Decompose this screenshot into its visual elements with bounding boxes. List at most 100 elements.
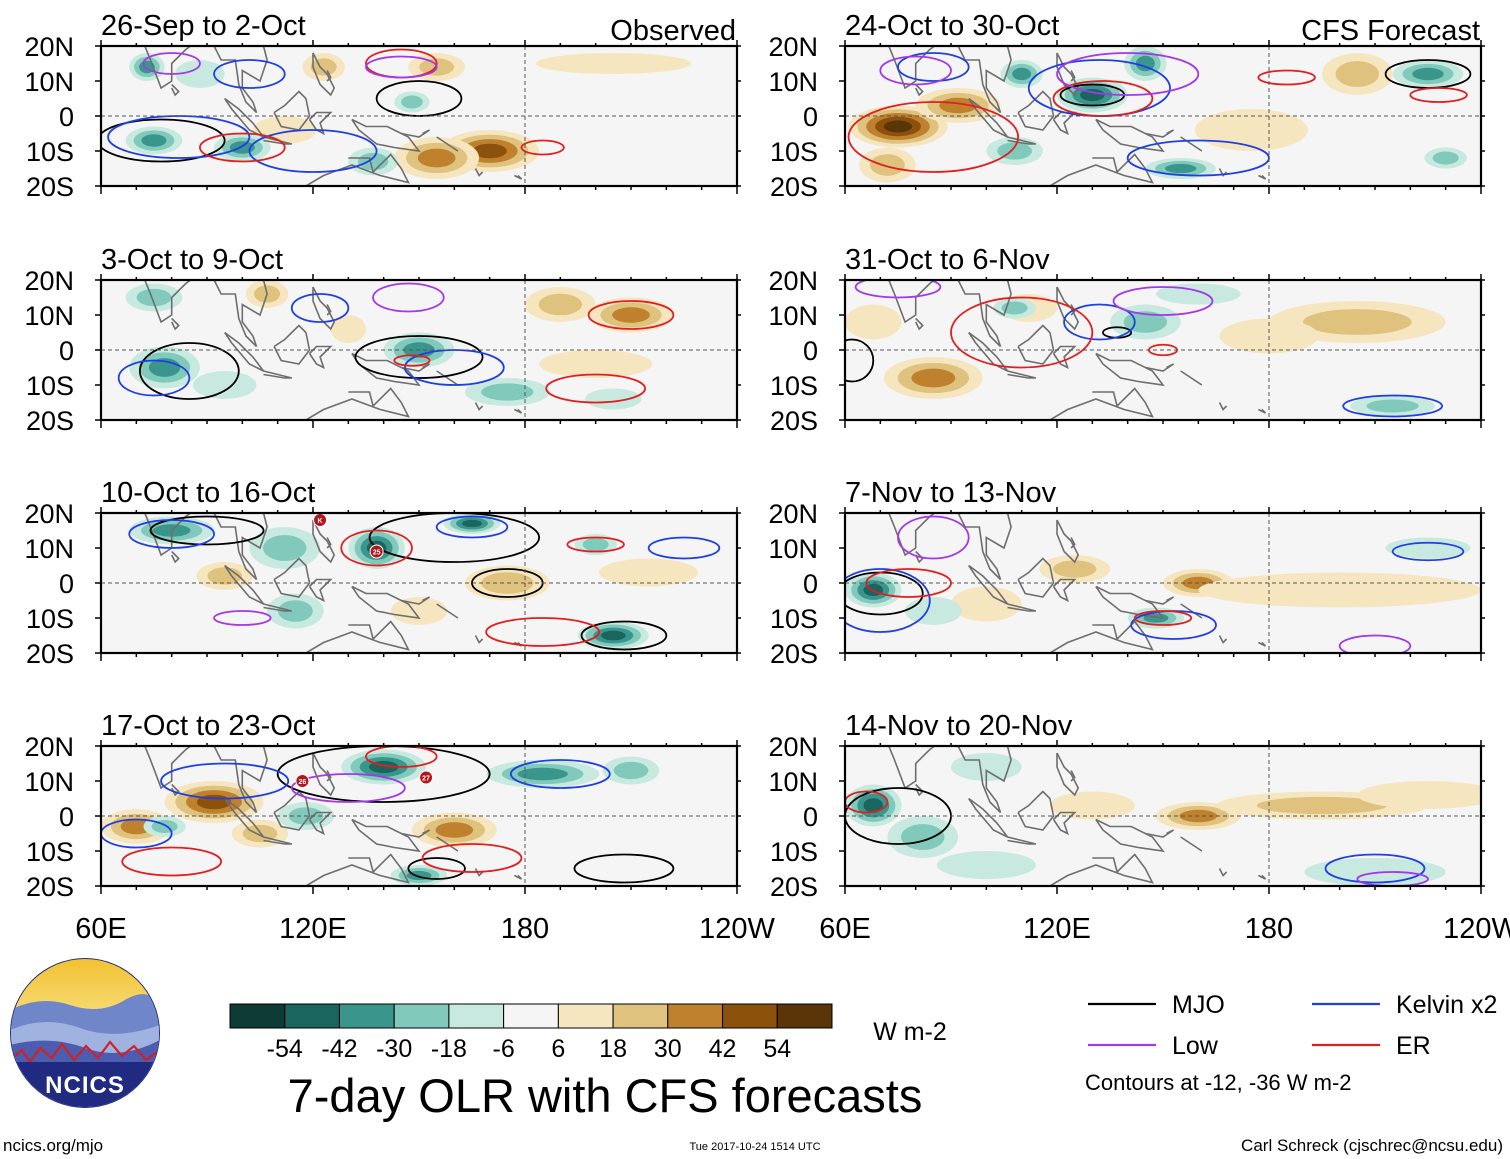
coastline — [263, 836, 292, 845]
olr-anomaly-7 — [136, 288, 172, 307]
coastline — [273, 790, 311, 831]
olr-anomaly-4 — [863, 798, 884, 813]
olr-anomaly-0 — [612, 307, 650, 323]
coastline — [401, 596, 431, 605]
coastline — [1095, 818, 1165, 853]
coastline — [170, 550, 180, 564]
coastline — [1258, 874, 1267, 880]
coastline — [1218, 635, 1228, 644]
coastline — [436, 603, 459, 619]
olr-anomaly-1 — [417, 148, 456, 168]
contour-kelvin — [1391, 541, 1465, 562]
contour-er — [340, 529, 413, 567]
olr-anomaly-7 — [936, 851, 1036, 879]
colorbar-swatch — [503, 1003, 559, 1029]
colorbar-swatch — [229, 1003, 286, 1029]
coastline — [263, 136, 292, 145]
ncics-logo: NCICS — [10, 958, 160, 1108]
y-tick-label: 0 — [803, 102, 818, 132]
coastline — [1049, 387, 1154, 420]
colorbar-swatch — [776, 1003, 833, 1029]
contour-low — [290, 773, 406, 803]
panel-fc-4: 20N 10N 0 10S 20S 14-Nov to 20-Nov 60E 120E 180 1… — [768, 710, 1510, 945]
olr-anomaly-2 — [1049, 791, 1135, 820]
coastline — [436, 836, 459, 852]
y-tick-label: 10N — [768, 301, 818, 331]
contour-kelvin — [1342, 394, 1444, 418]
coastline — [351, 585, 421, 620]
y-tick-label: 20S — [770, 406, 818, 436]
coastline — [213, 280, 268, 348]
storm-marker: 25 — [369, 544, 384, 559]
coastline — [1258, 408, 1267, 414]
contour-kelvin — [213, 59, 286, 89]
coastline — [1017, 790, 1055, 831]
colorbar-tick-label: 6 — [551, 1035, 565, 1063]
coastline — [326, 770, 332, 782]
y-tick-label: 20S — [770, 639, 818, 669]
coastline — [326, 70, 332, 82]
olr-anomaly-8 — [1164, 163, 1197, 174]
coastline — [1070, 537, 1076, 549]
olr-anomaly-3 — [310, 58, 337, 76]
coastline — [1007, 603, 1036, 612]
y-tick-label: 10S — [26, 371, 74, 401]
coastline — [1145, 129, 1175, 138]
coastline — [1052, 578, 1077, 603]
y-tick-label: 10N — [24, 67, 74, 97]
legend-label: MJO — [1172, 991, 1225, 1019]
logo-text: NCICS — [45, 1072, 125, 1099]
y-tick-label: 10N — [768, 67, 818, 97]
colorbar-tick-label: -54 — [267, 1035, 303, 1063]
coastline — [312, 752, 336, 797]
y-tick-label: 10S — [26, 837, 74, 867]
contour-mjo — [354, 335, 484, 379]
coastline — [957, 46, 1012, 114]
coastline — [1056, 752, 1080, 797]
olr-anomaly-11 — [175, 60, 225, 88]
coastline — [1180, 136, 1203, 152]
y-tick-label: 20N — [768, 732, 818, 762]
olr-anomaly-9 — [1412, 67, 1444, 81]
x-tick-label: 120E — [1023, 913, 1091, 945]
coastline — [1145, 363, 1175, 372]
coastline — [170, 317, 180, 331]
panel-plot-area — [117, 280, 675, 420]
coastline — [1095, 352, 1165, 387]
colorbar-tick-label: -42 — [321, 1035, 357, 1063]
coastline — [305, 620, 410, 653]
x-tick-label: 180 — [1245, 913, 1293, 945]
y-tick-label: 20S — [26, 172, 74, 202]
olr-anomaly-3 — [601, 630, 626, 641]
x-tick-label: 180 — [501, 913, 549, 945]
coastline — [273, 324, 311, 365]
colorbar: -54 -42 -30 -18 -6 6 18 30 42 54 — [229, 1003, 833, 1063]
olr-anomaly-6 — [1012, 67, 1032, 81]
olr-anomaly-10 — [1432, 151, 1459, 165]
y-tick-label: 0 — [803, 802, 818, 832]
coastline — [263, 370, 292, 379]
colorbar-swatch — [393, 1003, 450, 1029]
contour-er — [847, 101, 1020, 173]
olr-anomaly-8 — [613, 761, 649, 780]
coastline — [1017, 557, 1055, 598]
contour-er — [421, 843, 523, 873]
contour-kelvin — [435, 515, 509, 539]
y-tick-label: 10S — [26, 604, 74, 634]
storm-label: 26 — [299, 779, 307, 786]
coastline — [263, 603, 292, 612]
y-tick-label: 10S — [26, 137, 74, 167]
olr-anomaly-0 — [462, 519, 482, 528]
olr-anomaly-7 — [1135, 55, 1155, 72]
panel-obs-4: 26 27 20N 10N 0 10S 20S 17-Oct to 23-Oct 60E 120E… — [24, 710, 775, 945]
panel-fc-3: 20N 10N 0 10S 20S 7-Nov to 13-Nov — [768, 477, 1485, 669]
y-tick-label: 0 — [59, 569, 74, 599]
coastline — [887, 513, 936, 557]
colorbar-swatch — [284, 1003, 340, 1029]
coastline — [436, 136, 459, 152]
coastline — [351, 818, 421, 853]
y-tick-label: 20N — [24, 732, 74, 762]
storm-marker: K — [313, 513, 328, 527]
panel-plot-area — [101, 46, 692, 186]
